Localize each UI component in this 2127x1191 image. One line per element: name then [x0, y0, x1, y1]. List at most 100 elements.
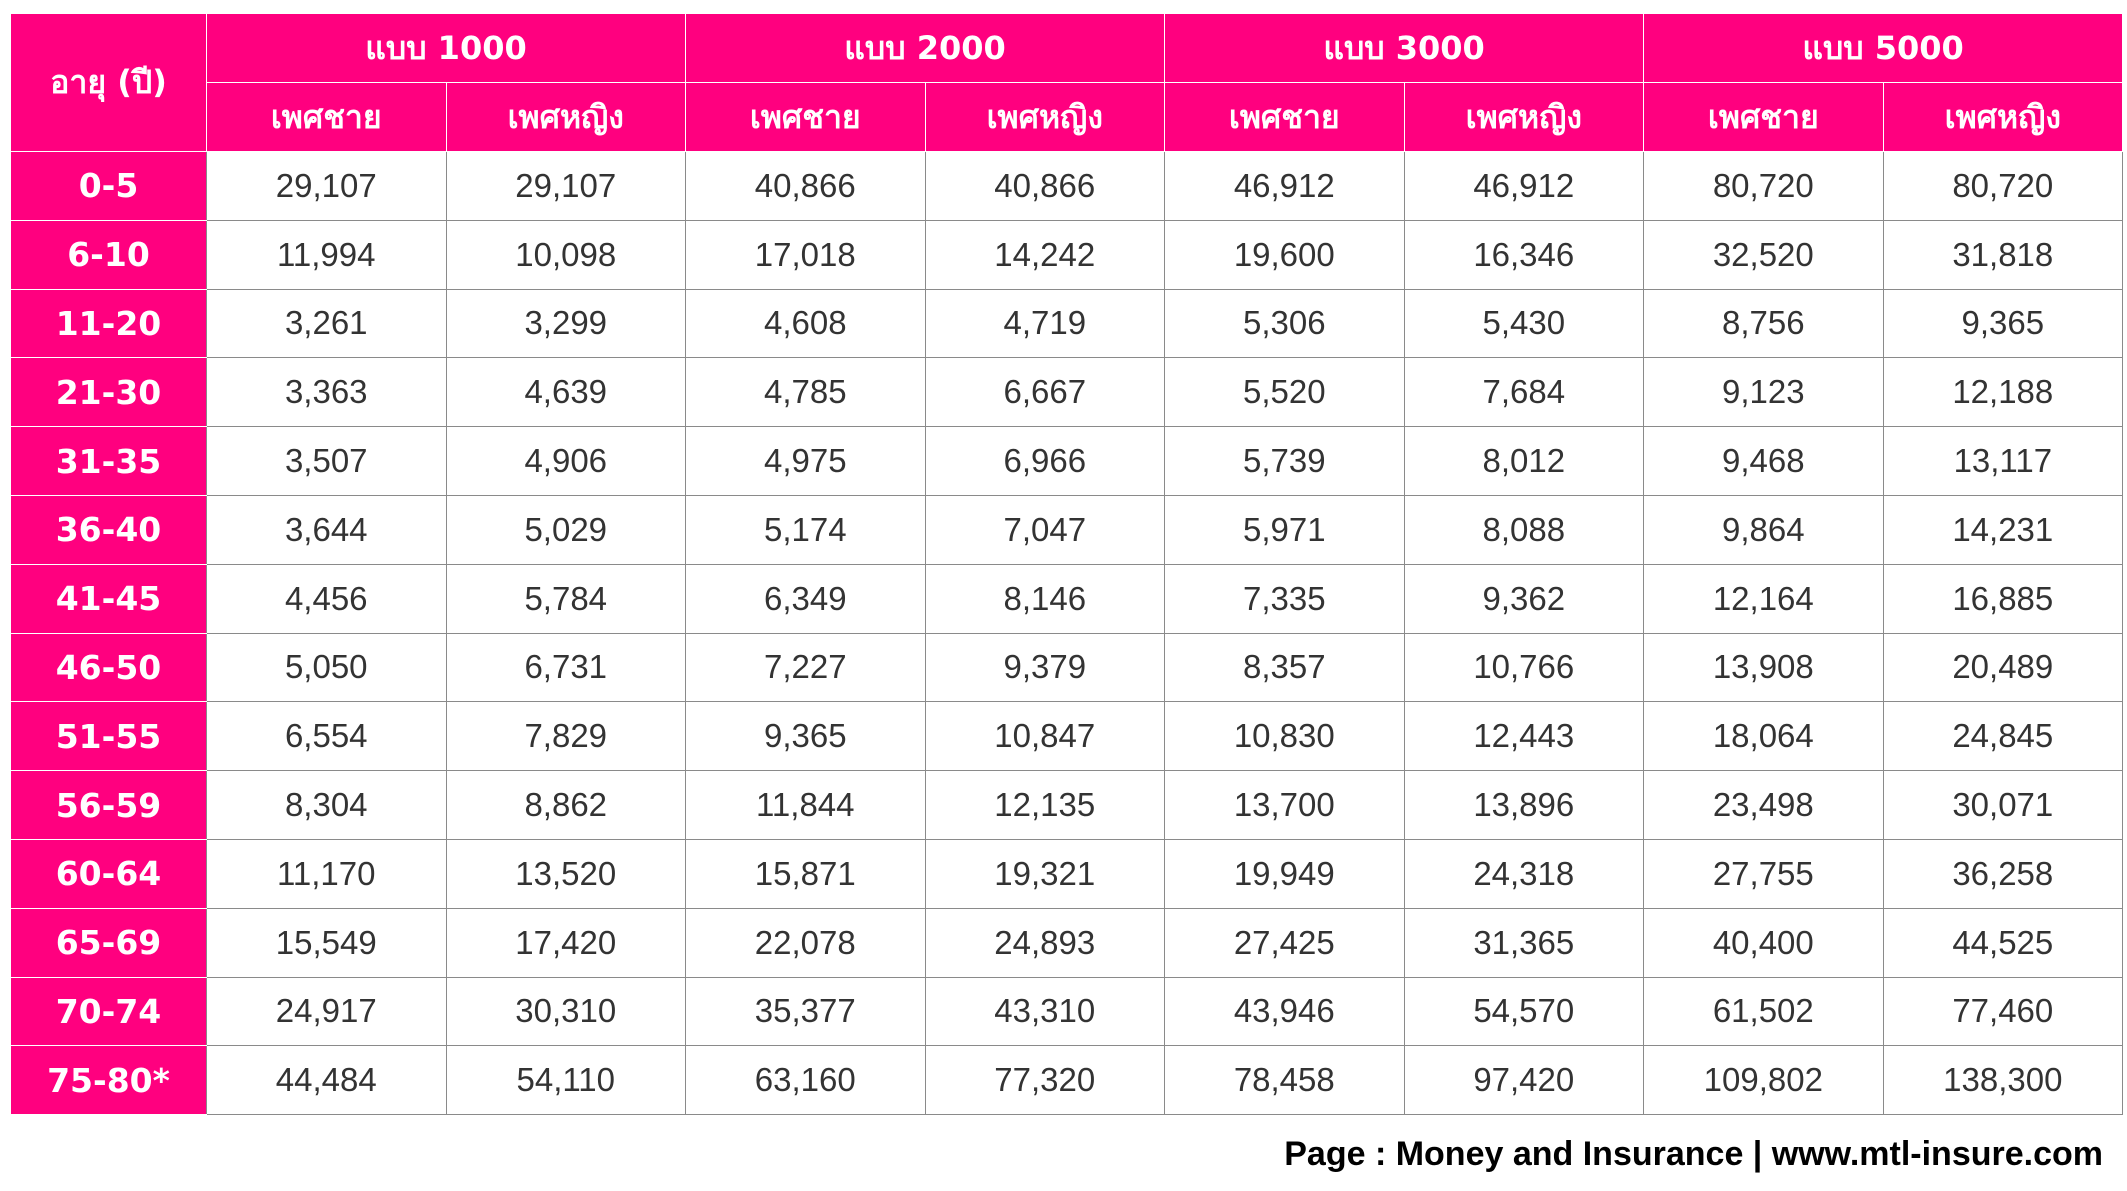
plan-header-2000: แบบ 2000 — [685, 13, 1166, 83]
premium-cell: 10,098 — [445, 219, 687, 290]
premium-cell: 12,135 — [924, 770, 1166, 840]
premium-cell: 24,893 — [924, 907, 1166, 978]
male-header: เพศชาย — [1643, 82, 1884, 152]
footer-credit: Page : Money and Insurance | www.mtl-ins… — [1284, 1135, 2103, 1173]
premium-cell: 6,731 — [445, 632, 687, 703]
age-range-cell: 60-64 — [10, 838, 207, 909]
table-row: 56-59 8,304 8,862 11,844 12,135 13,700 13,896 2… — [10, 770, 2124, 840]
premium-cell: 13,520 — [445, 838, 687, 909]
premium-cell: 19,321 — [924, 838, 1166, 909]
table-row: 21-30 3,363 4,639 4,785 6,667 5,520 7,684 9,123… — [10, 357, 2124, 428]
female-header: เพศหญิง — [1882, 82, 2124, 152]
table-row: 46-50 5,050 6,731 7,227 9,379 8,357 10,766 13,9… — [10, 632, 2124, 703]
age-range-cell: 70-74 — [10, 976, 207, 1047]
premium-cell: 4,456 — [206, 563, 447, 634]
premium-cell: 35,377 — [685, 976, 926, 1047]
premium-cell: 9,468 — [1643, 426, 1884, 496]
premium-cell: 20,489 — [1882, 632, 2124, 703]
premium-cell: 13,700 — [1164, 770, 1405, 840]
table-row: 75-80* 44,484 54,110 63,160 77,320 78,458 97,4… — [10, 1045, 2124, 1116]
premium-cell: 4,639 — [445, 357, 687, 428]
premium-cell: 6,554 — [206, 701, 447, 772]
premium-cell: 77,320 — [924, 1045, 1166, 1116]
premium-cell: 109,802 — [1643, 1045, 1884, 1116]
premium-cell: 9,362 — [1403, 563, 1645, 634]
premium-cell: 6,349 — [685, 563, 926, 634]
premium-cell: 40,866 — [685, 151, 926, 221]
premium-cell: 7,047 — [924, 494, 1166, 565]
premium-cell: 30,310 — [445, 976, 687, 1047]
premium-cell: 3,507 — [206, 426, 447, 496]
premium-cell: 14,242 — [924, 219, 1166, 290]
plan-header-1000: แบบ 1000 — [205, 13, 687, 83]
premium-cell: 27,755 — [1643, 838, 1884, 909]
premium-cell: 3,299 — [445, 288, 687, 359]
premium-cell: 11,170 — [206, 838, 447, 909]
premium-cell: 9,123 — [1643, 357, 1884, 428]
premium-cell: 5,520 — [1164, 357, 1405, 428]
premium-cell: 5,739 — [1164, 426, 1405, 496]
premium-cell: 8,012 — [1403, 426, 1645, 496]
premium-cell: 10,847 — [924, 701, 1166, 772]
premium-cell: 14,231 — [1882, 494, 2124, 565]
premium-cell: 24,917 — [206, 976, 447, 1047]
age-range-cell: 6-10 — [10, 219, 207, 290]
premium-cell: 40,866 — [924, 151, 1166, 221]
age-range-cell: 56-59 — [10, 770, 207, 840]
premium-cell: 5,174 — [685, 494, 926, 565]
premium-cell: 61,502 — [1643, 976, 1884, 1047]
premium-cell: 4,785 — [685, 357, 926, 428]
table-row: 0-5 29,107 29,107 40,866 40,866 46,912 46,912 8… — [10, 151, 2124, 221]
premium-cell: 36,258 — [1882, 838, 2124, 909]
table-row: 41-45 4,456 5,784 6,349 8,146 7,335 9,362 12,16… — [10, 563, 2124, 634]
premium-cell: 19,949 — [1164, 838, 1405, 909]
premium-cell: 5,050 — [206, 632, 447, 703]
premium-cell: 43,310 — [924, 976, 1166, 1047]
table-row: 60-64 11,170 13,520 15,871 19,321 19,949 24,31… — [10, 838, 2124, 909]
table-row: 11-20 3,261 3,299 4,608 4,719 5,306 5,430 8,756… — [10, 288, 2124, 359]
female-header: เพศหญิง — [924, 82, 1166, 152]
premium-cell: 5,971 — [1164, 494, 1405, 565]
premium-cell: 8,862 — [445, 770, 687, 840]
premium-cell: 31,365 — [1403, 907, 1645, 978]
table-body: 0-5 29,107 29,107 40,866 40,866 46,912 46,912 8… — [10, 151, 2124, 1116]
plan-header-3000: แบบ 3000 — [1164, 13, 1645, 83]
female-header: เพศหญิง — [445, 82, 687, 152]
plan-header-5000: แบบ 5000 — [1643, 13, 2124, 83]
premium-cell: 3,363 — [206, 357, 447, 428]
premium-cell: 19,600 — [1164, 219, 1405, 290]
premium-cell: 78,458 — [1164, 1045, 1405, 1116]
age-range-cell: 51-55 — [10, 701, 207, 772]
premium-cell: 8,088 — [1403, 494, 1645, 565]
premium-cell: 77,460 — [1882, 976, 2124, 1047]
premium-cell: 9,365 — [1882, 288, 2124, 359]
premium-cell: 63,160 — [685, 1045, 926, 1116]
gender-header-row: เพศชาย เพศหญิง เพศชาย เพศหญิง เพศชาย เพศ… — [11, 82, 2124, 152]
premium-cell: 54,110 — [445, 1045, 687, 1116]
premium-cell: 30,071 — [1882, 770, 2124, 840]
premium-cell: 17,420 — [445, 907, 687, 978]
premium-cell: 18,064 — [1643, 701, 1884, 772]
premium-cell: 9,365 — [685, 701, 926, 772]
premium-cell: 12,188 — [1882, 357, 2124, 428]
premium-cell: 5,784 — [445, 563, 687, 634]
premium-cell: 7,335 — [1164, 563, 1405, 634]
premium-cell: 27,425 — [1164, 907, 1405, 978]
age-range-cell: 36-40 — [10, 494, 207, 565]
premium-cell: 13,117 — [1882, 426, 2124, 496]
premium-cell: 29,107 — [445, 151, 687, 221]
premium-cell: 23,498 — [1643, 770, 1884, 840]
premium-cell: 16,346 — [1403, 219, 1645, 290]
premium-cell: 80,720 — [1882, 151, 2124, 221]
premium-cell: 3,261 — [206, 288, 447, 359]
premium-cell: 10,830 — [1164, 701, 1405, 772]
age-column-header: อายุ (ปี) — [10, 13, 207, 152]
premium-cell: 46,912 — [1403, 151, 1645, 221]
premium-cell: 4,975 — [685, 426, 926, 496]
premium-cell: 29,107 — [206, 151, 447, 221]
premium-cell: 40,400 — [1643, 907, 1884, 978]
male-header: เพศชาย — [206, 82, 447, 152]
age-range-cell: 65-69 — [10, 907, 207, 978]
premium-cell: 138,300 — [1882, 1045, 2124, 1116]
premium-cell: 44,525 — [1882, 907, 2124, 978]
